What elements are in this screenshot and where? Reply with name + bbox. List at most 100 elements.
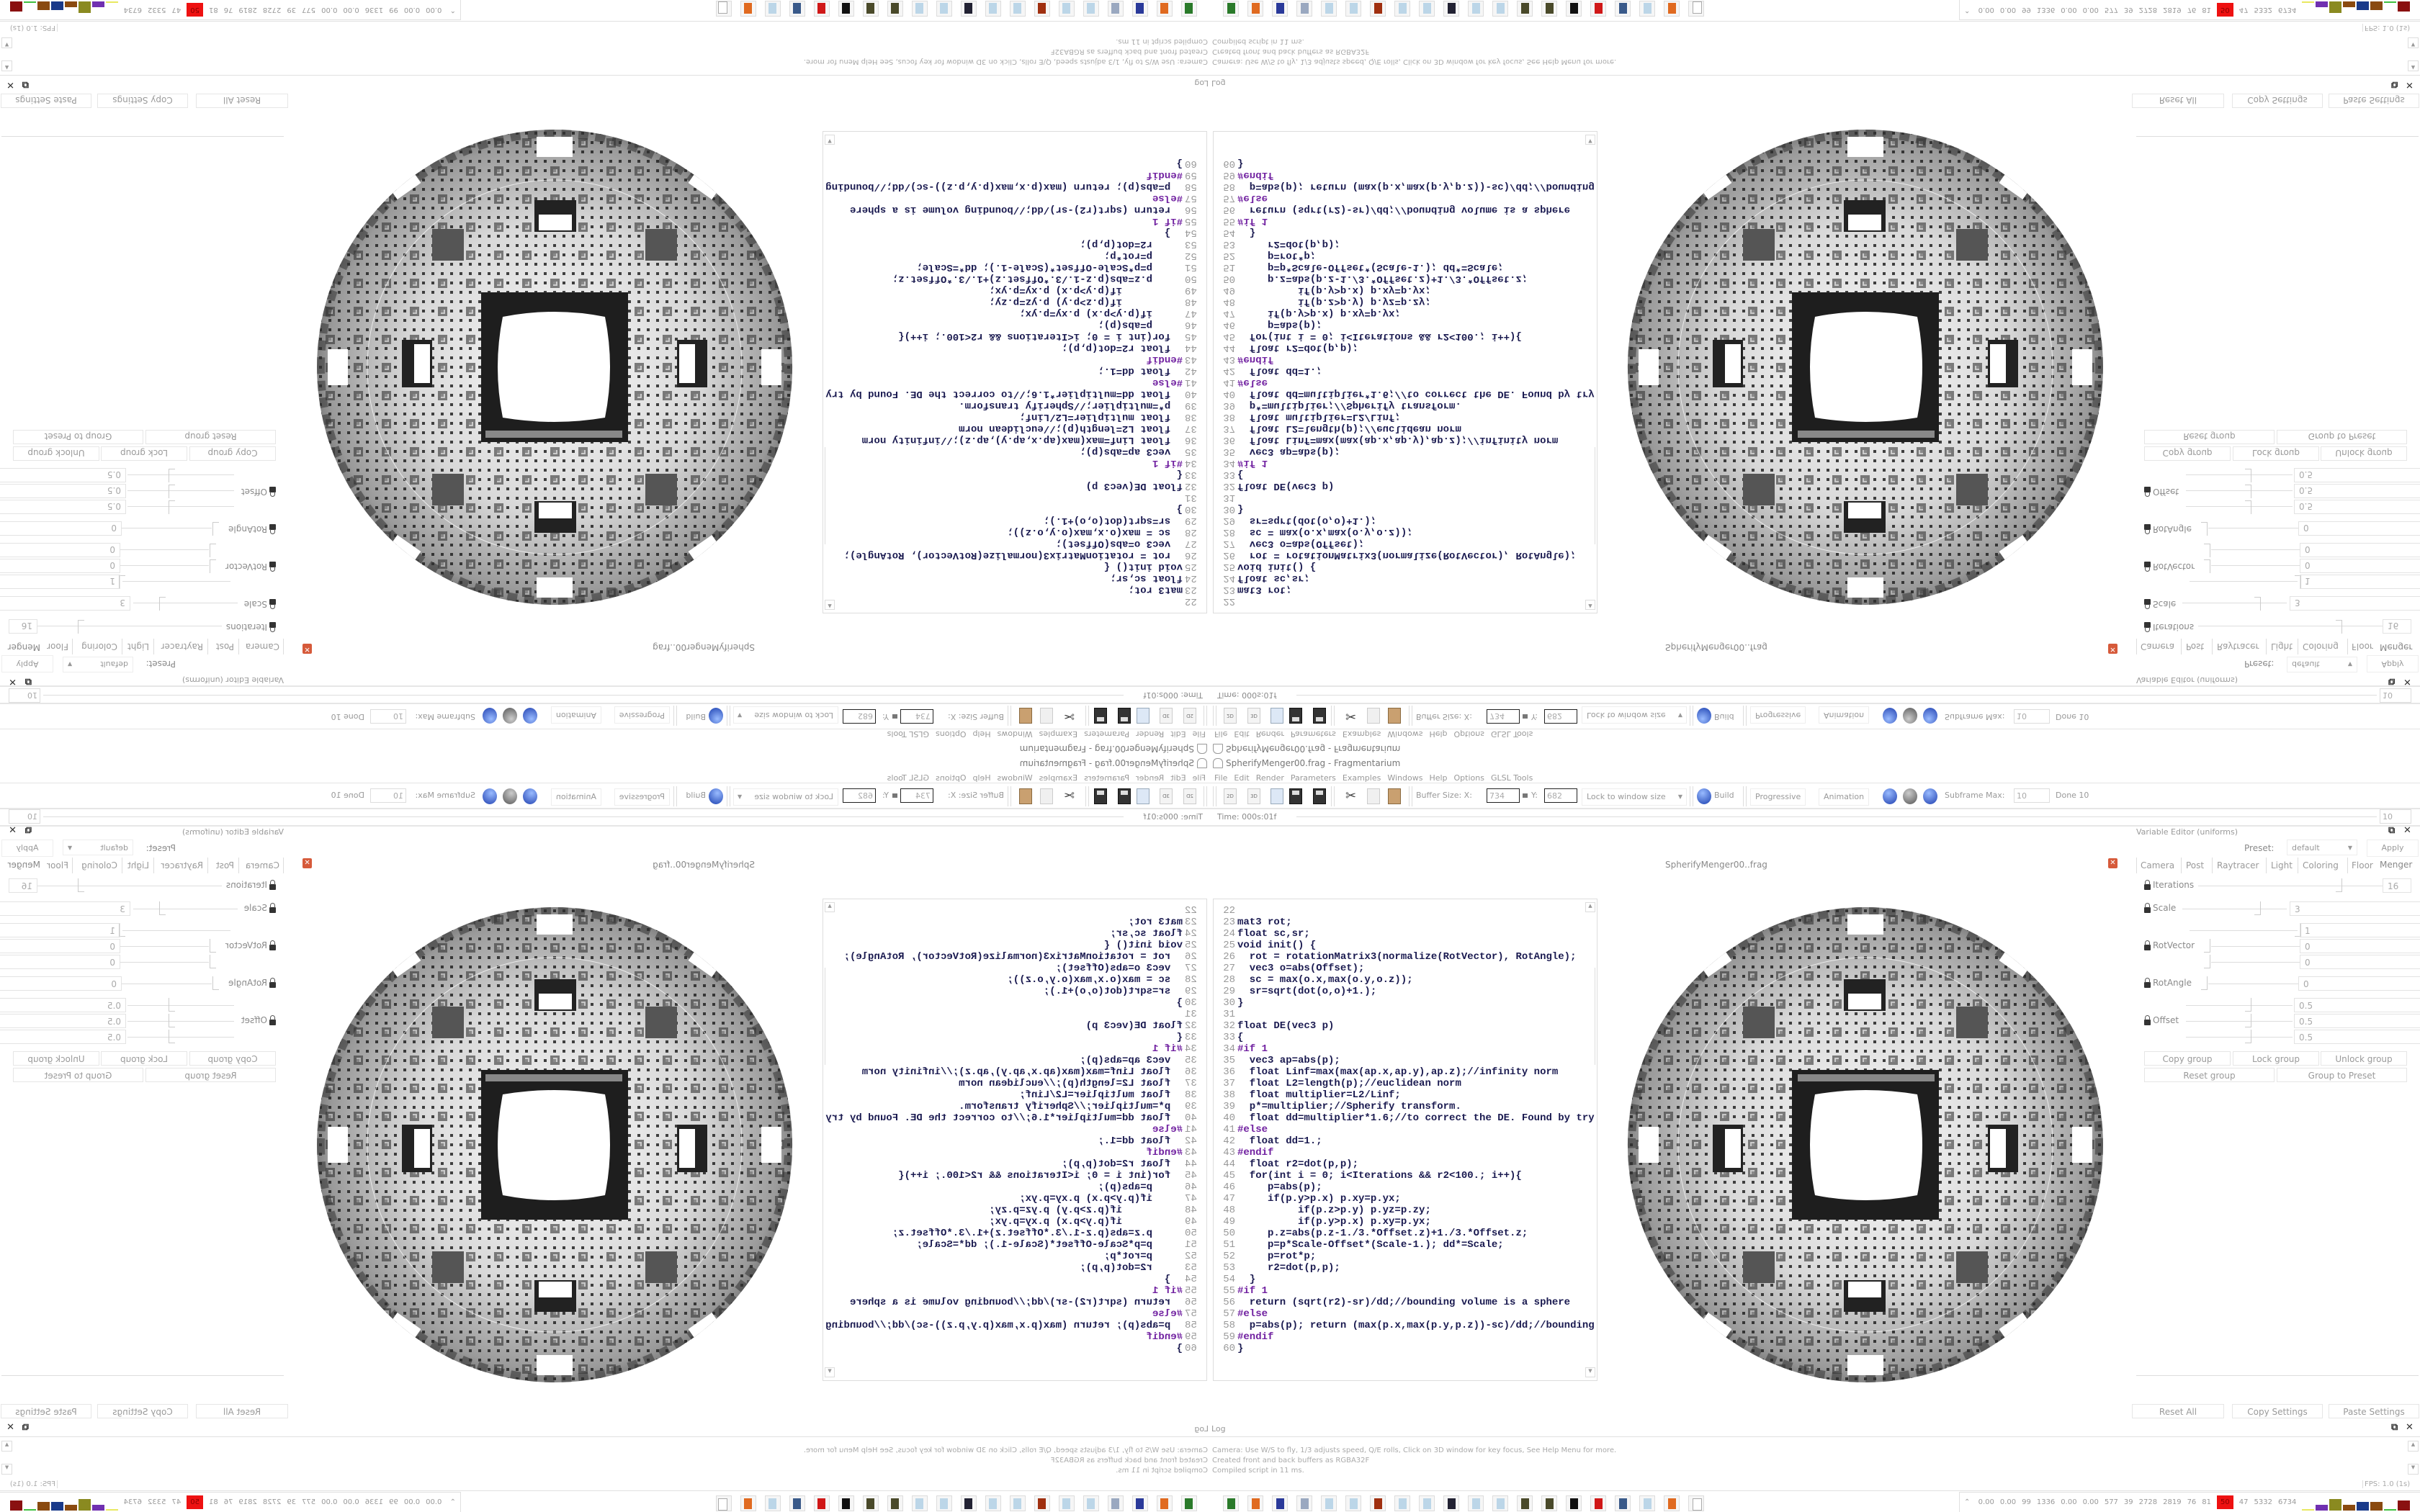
slider-handle[interactable]	[169, 469, 175, 482]
tab-coloring[interactable]: Coloring	[81, 860, 117, 870]
taskbar-button[interactable]	[1059, 1495, 1075, 1511]
close-dock-icon[interactable]: ✕	[2406, 79, 2414, 90]
build-button[interactable]: Build	[686, 791, 706, 800]
menu-options[interactable]: Options	[936, 729, 967, 739]
taskbar-button[interactable]	[1132, 1, 1148, 17]
rotvector-x-value[interactable]: 1	[2300, 923, 2420, 937]
slider-handle[interactable]	[169, 485, 175, 498]
offset-y-slider[interactable]	[127, 1021, 234, 1022]
taskbar-button[interactable]	[814, 1495, 830, 1511]
unlock-icon[interactable]	[269, 1020, 276, 1025]
slider-handle[interactable]	[210, 939, 216, 953]
rotvector-z-slider[interactable]	[2211, 549, 2300, 550]
taskbar-button[interactable]	[1296, 1495, 1312, 1511]
offset-y-value[interactable]: 0.5	[2294, 484, 2420, 498]
taskbar-button[interactable]	[1247, 1, 1263, 17]
tab-post[interactable]: Post	[215, 860, 234, 870]
taskbar-button[interactable]	[985, 1495, 1001, 1511]
taskbar-button[interactable]	[1157, 1495, 1173, 1511]
rotvector-y-value[interactable]: 0	[0, 559, 120, 573]
buffer-y-input[interactable]: 682	[1544, 709, 1577, 724]
offset-z-value[interactable]: 0.5	[0, 468, 126, 482]
taskbar-button[interactable]	[1108, 1, 1124, 17]
taskbar-button[interactable]	[1419, 1495, 1435, 1511]
scroll-up-icon[interactable]: ▲	[825, 600, 835, 610]
reset-all-button[interactable]: Reset All	[2132, 1404, 2224, 1418]
tab-raytracer[interactable]: Raytracer	[161, 642, 203, 652]
save-as-icon[interactable]	[1094, 708, 1107, 724]
unlock-icon[interactable]	[2144, 487, 2151, 492]
aspect-lock-icon[interactable]	[892, 714, 897, 719]
editor-tab[interactable]: SpherifyMenger00..frag	[1665, 860, 1767, 870]
play-icon[interactable]	[503, 708, 517, 724]
stop-icon[interactable]	[483, 788, 497, 804]
taskbar-button[interactable]	[1664, 1, 1680, 17]
log-output[interactable]: Camera: Use W/S to fly, 1/3 adjusts spee…	[1210, 32, 2420, 76]
rotvector-z-value[interactable]: 0	[2300, 543, 2420, 557]
unlock-icon[interactable]	[2144, 1015, 2151, 1025]
slider-handle[interactable]	[2204, 559, 2210, 573]
subframe-max-input[interactable]: 10	[2014, 709, 2050, 724]
menu-edit[interactable]: Edit	[1170, 773, 1186, 783]
taskbar-button[interactable]	[1566, 1495, 1582, 1511]
menu-glsl-tools[interactable]: GLSL Tools	[1490, 773, 1533, 783]
taskbar-button[interactable]	[1345, 1, 1361, 17]
float-dock-icon[interactable]: ⧉	[22, 1422, 29, 1433]
3d-mode-button[interactable]: 3D	[1160, 788, 1173, 804]
unlock-icon[interactable]	[269, 599, 276, 605]
reset-all-button[interactable]: Reset All	[2132, 94, 2224, 108]
buffer-x-input[interactable]: 734	[1487, 788, 1520, 803]
offset-x-value[interactable]: 0.5	[0, 500, 126, 514]
slider-handle[interactable]	[169, 1014, 175, 1027]
rotvector-x-slider[interactable]	[2190, 581, 2298, 582]
subframe-max-input[interactable]: 10	[370, 709, 406, 724]
toolbar-grip[interactable]	[1204, 786, 1207, 806]
menu-examples[interactable]: Examples	[1039, 729, 1078, 739]
scale-value[interactable]: 3	[0, 596, 130, 611]
menu-options[interactable]: Options	[1453, 729, 1484, 739]
taskbar-button[interactable]	[1296, 1, 1312, 17]
slider-handle[interactable]	[2254, 901, 2261, 915]
slider-handle[interactable]	[78, 878, 84, 892]
new-file-icon[interactable]	[1270, 708, 1283, 724]
slider-handle[interactable]	[159, 597, 166, 611]
reset-group-button[interactable]: Reset group	[145, 430, 276, 444]
tab-camera[interactable]: Camera	[2141, 642, 2175, 652]
taskbar-button[interactable]	[716, 1495, 732, 1511]
unlock-icon[interactable]	[2144, 622, 2151, 628]
paste-settings-button[interactable]: Paste Settings	[2329, 94, 2419, 108]
2d-mode-button[interactable]: 2D	[1183, 708, 1196, 724]
log-output[interactable]: Camera: Use W/S to fly, 1/3 adjusts spee…	[0, 1436, 1210, 1480]
group-to-preset-button[interactable]: Group to Preset	[13, 430, 143, 444]
taskbar-button[interactable]	[1517, 1, 1533, 17]
reset-group-button[interactable]: Reset group	[2144, 1068, 2275, 1082]
taskbar-button[interactable]	[1443, 1495, 1459, 1511]
offset-z-slider[interactable]	[2186, 1037, 2293, 1038]
unlock-icon[interactable]	[269, 622, 276, 628]
build-icon[interactable]	[1697, 788, 1711, 804]
menu-render[interactable]: Render	[1136, 773, 1165, 783]
close-tab-icon[interactable]: ✕	[302, 644, 312, 654]
taskbar-button[interactable]	[765, 1, 781, 17]
unlock-icon[interactable]	[269, 945, 276, 950]
rotvector-z-value[interactable]: 0	[0, 955, 120, 969]
unlock-icon[interactable]	[269, 562, 276, 567]
scroll-down-icon[interactable]: ▼	[1, 37, 12, 48]
menu-windows[interactable]: Windows	[997, 773, 1033, 783]
taskbar-button[interactable]	[1345, 1495, 1361, 1511]
taskbar-button[interactable]	[838, 1495, 854, 1511]
tab-light[interactable]: Light	[2271, 860, 2293, 870]
rotvector-y-slider[interactable]	[120, 565, 209, 566]
build-icon[interactable]	[709, 708, 723, 724]
play-icon[interactable]	[503, 788, 517, 804]
offset-x-slider[interactable]	[127, 1005, 234, 1006]
slider-handle[interactable]	[212, 522, 219, 536]
taskbar-button[interactable]	[1223, 1, 1239, 17]
taskbar-button[interactable]	[1590, 1495, 1606, 1511]
taskbar-button[interactable]	[1664, 1495, 1680, 1511]
menu-help[interactable]: Help	[1429, 773, 1448, 783]
rewind-icon[interactable]	[523, 788, 537, 804]
tab-floor[interactable]: Floor	[2352, 642, 2373, 652]
save-icon[interactable]	[1289, 788, 1302, 804]
taskbar-button[interactable]	[1181, 1, 1197, 17]
